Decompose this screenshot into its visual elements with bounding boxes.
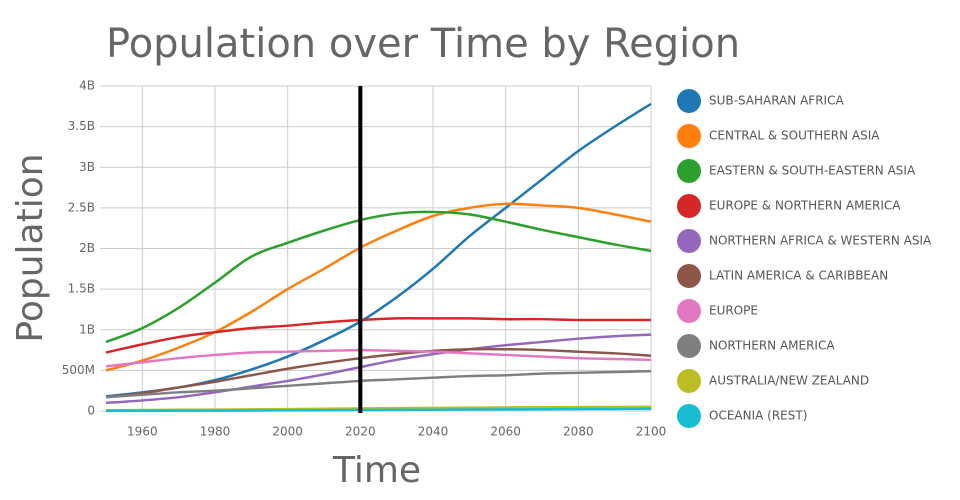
y-tick-label: 2.5B (68, 200, 95, 214)
x-tick-label: 2100 (636, 425, 667, 439)
x-tick-label: 2000 (272, 425, 303, 439)
legend-label: NORTHERN AFRICA & WESTERN ASIA (709, 234, 932, 248)
x-tick-label: 2080 (563, 425, 594, 439)
legend-label: OCEANIA (REST) (709, 409, 807, 423)
series-line (105, 347, 652, 399)
legend-marker (677, 404, 701, 428)
y-tick-label: 3.5B (68, 119, 95, 133)
legend-label: EUROPE (709, 304, 758, 318)
legend-marker (677, 89, 701, 113)
x-tick-label: 1960 (127, 425, 158, 439)
legend-marker (677, 299, 701, 323)
legend-label: LATIN AMERICA & CARIBBEAN (709, 269, 888, 283)
series-line (105, 210, 652, 344)
y-axis-label: Population (10, 153, 51, 342)
y-tick-label: 2B (79, 241, 95, 255)
legend-marker (677, 159, 701, 183)
x-tick-label: 2040 (418, 425, 449, 439)
legend-label: NORTHERN AMERICA (709, 339, 835, 353)
legend-label: EASTERN & SOUTH-EASTERN ASIA (709, 164, 916, 178)
series-line (105, 348, 652, 368)
x-axis-label: Time (332, 450, 421, 491)
y-tick-label: 1.5B (68, 282, 95, 296)
series-line (105, 333, 652, 405)
series-line (105, 317, 651, 354)
y-tick-label: 3B (79, 160, 95, 174)
legend-marker (677, 264, 701, 288)
series-line (105, 407, 652, 413)
legend-label: CENTRAL & SOUTHERN ASIA (709, 129, 880, 143)
y-tick-label: 1B (79, 322, 95, 336)
y-tick-label: 4B (79, 79, 95, 93)
legend-marker (677, 124, 701, 148)
legend-marker (677, 229, 701, 253)
legend-marker (677, 369, 701, 393)
x-tick-label: 2060 (490, 425, 521, 439)
chart-title: Population over Time by Region (106, 21, 740, 67)
legend-marker (677, 334, 701, 358)
legend-label: EUROPE & NORTHERN AMERICA (709, 199, 901, 213)
series-line (105, 369, 652, 399)
legend-label: SUB-SAHARAN AFRICA (709, 94, 844, 108)
y-tick-label: 500M (62, 363, 95, 377)
x-tick-label: 1980 (200, 425, 231, 439)
legend-label: AUSTRALIA/NEW ZEALAND (709, 374, 869, 388)
legend-marker (677, 194, 701, 218)
y-tick-label: 0 (87, 404, 95, 418)
x-tick-label: 2020 (345, 425, 376, 439)
series-line (105, 202, 652, 372)
